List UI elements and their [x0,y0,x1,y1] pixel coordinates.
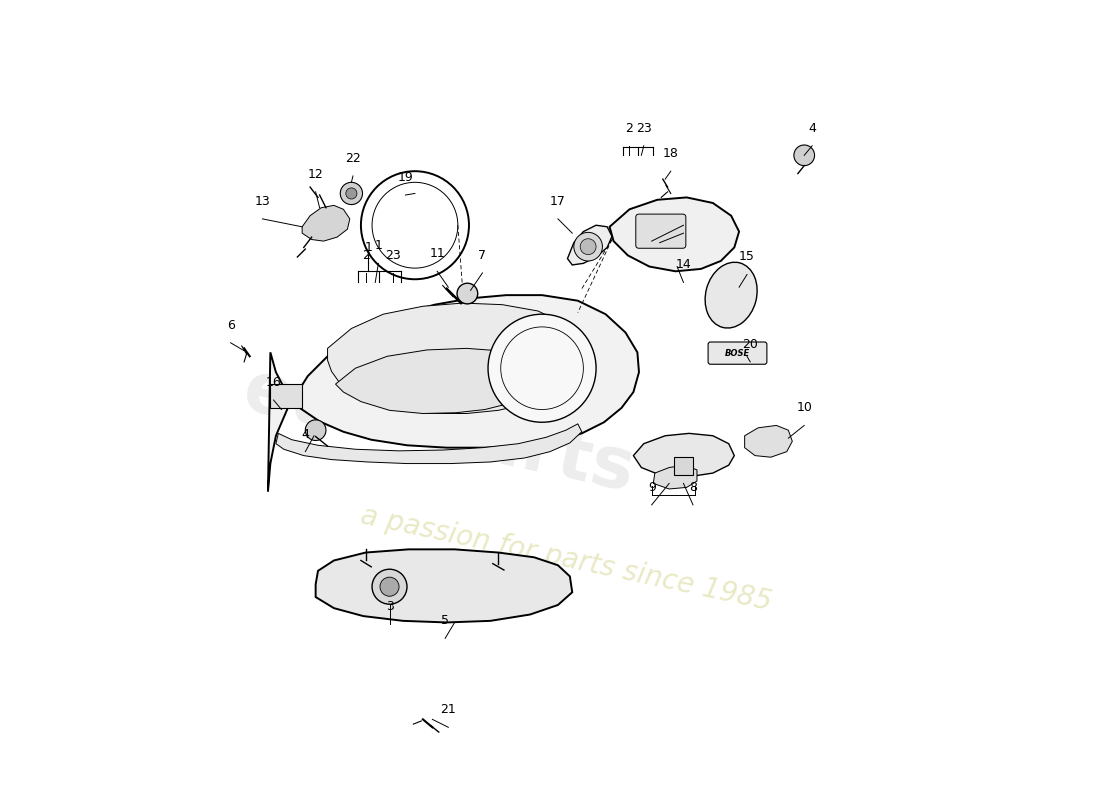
Text: euroParts: euroParts [236,357,641,507]
Polygon shape [609,198,739,271]
Polygon shape [268,295,639,491]
Circle shape [580,238,596,254]
Text: 8: 8 [689,481,697,494]
Circle shape [574,232,603,261]
Text: 9: 9 [648,481,656,494]
Polygon shape [653,465,697,489]
Polygon shape [336,348,535,414]
Text: 4: 4 [301,427,309,441]
Text: 10: 10 [796,402,812,414]
Polygon shape [745,426,792,457]
Text: BOSE: BOSE [725,349,750,358]
Text: 5: 5 [441,614,449,627]
Polygon shape [316,550,572,622]
Circle shape [372,570,407,604]
Polygon shape [634,434,735,477]
Text: 18: 18 [663,147,679,160]
Text: 11: 11 [429,247,446,260]
Text: 20: 20 [742,338,758,350]
Text: 4: 4 [808,122,816,134]
Text: 3: 3 [386,600,394,613]
Text: 21: 21 [440,703,456,716]
Circle shape [306,420,326,441]
Text: 6: 6 [227,318,234,332]
Text: 23: 23 [636,122,651,134]
Circle shape [340,182,363,205]
Polygon shape [328,303,578,414]
Text: 2: 2 [626,122,634,134]
Circle shape [488,314,596,422]
Ellipse shape [705,262,757,328]
Circle shape [458,283,477,304]
Text: a passion for parts since 1985: a passion for parts since 1985 [358,502,774,616]
Text: 7: 7 [478,249,486,262]
Text: 2: 2 [362,249,370,262]
FancyBboxPatch shape [708,342,767,364]
Polygon shape [276,424,582,463]
Text: 1: 1 [364,241,372,254]
Text: 19: 19 [397,171,414,184]
Circle shape [794,145,814,166]
Text: 22: 22 [345,152,361,165]
Text: 17: 17 [550,194,565,208]
FancyBboxPatch shape [636,214,686,248]
Text: 23: 23 [385,249,400,262]
Text: 15: 15 [739,250,755,263]
Bar [271,384,303,408]
Circle shape [379,577,399,596]
Text: 12: 12 [308,168,323,181]
Polygon shape [568,226,612,265]
Text: 16: 16 [266,376,282,389]
Text: 1: 1 [374,239,383,252]
Circle shape [345,188,358,199]
Polygon shape [302,206,350,241]
Text: 13: 13 [254,194,271,208]
FancyBboxPatch shape [674,457,693,474]
Text: 14: 14 [675,258,691,271]
